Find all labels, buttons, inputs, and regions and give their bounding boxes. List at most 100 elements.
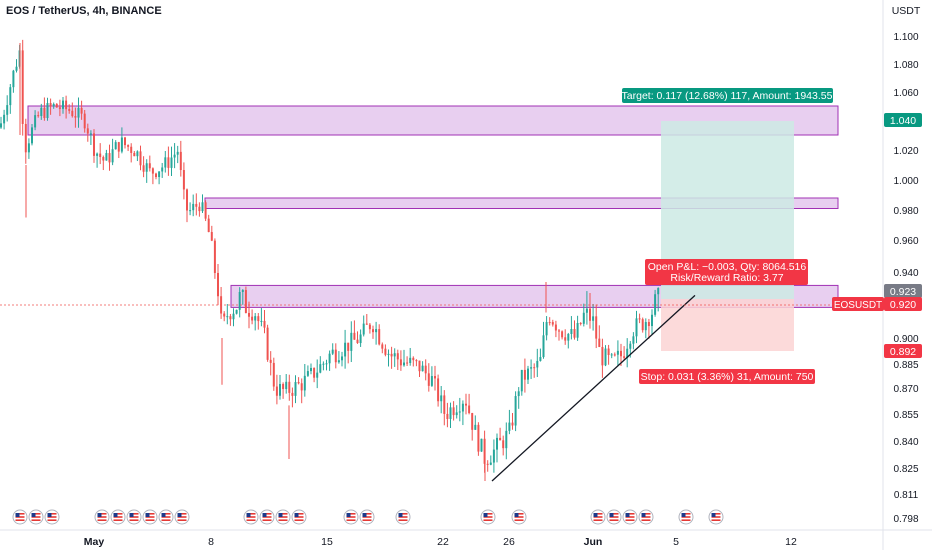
us-flag-event-icon[interactable] (678, 509, 694, 525)
candle-body (390, 353, 393, 357)
ascending-trendline[interactable] (491, 294, 696, 482)
candle-body (145, 163, 148, 172)
flag-stripe (113, 516, 123, 518)
candle-body (427, 373, 430, 386)
flag-stripe (609, 513, 619, 515)
candle-body (598, 338, 601, 347)
time-axis[interactable]: May 8 15 22 26 Jun 5 12 (84, 536, 797, 548)
candle-body (334, 349, 337, 363)
flag-stripe (625, 519, 635, 521)
flag-stripe (609, 516, 619, 518)
flag-stripe (593, 516, 603, 518)
candle-body (6, 105, 9, 115)
candle-body (511, 422, 514, 426)
candle-body (158, 171, 161, 178)
candle-body (306, 371, 309, 376)
stop-label[interactable]: Stop: 0.031 (3.36%) 31, Amount: 750 (639, 369, 815, 384)
flag-stripe (129, 513, 139, 515)
candle-body (21, 50, 24, 124)
candle-body (489, 462, 492, 465)
candle-body (248, 312, 250, 317)
candle-body (616, 350, 619, 355)
pnl-label-text: Open P&L: −0.003, Qty: 8064.516 (648, 261, 807, 273)
candle-body (635, 318, 638, 337)
candle-body (359, 334, 362, 344)
candle-body (124, 137, 126, 146)
candle-body (24, 123, 27, 153)
us-flag-event-icon[interactable] (142, 509, 158, 525)
price-axis[interactable]: USDT 1.100 1.080 1.060 1.020 1.000 0.980 0.960… (892, 5, 921, 525)
candle-body (77, 107, 80, 118)
us-flag-event-icon[interactable] (708, 509, 724, 525)
us-flag-event-icon[interactable] (359, 509, 375, 525)
candle-body (257, 316, 260, 322)
candle-body (362, 323, 365, 335)
candle-body (102, 157, 105, 161)
candle-body (133, 152, 136, 157)
candle-body (607, 348, 610, 355)
us-flag-event-icon[interactable] (28, 509, 44, 525)
candle-body (151, 168, 154, 174)
candle-body (477, 424, 480, 452)
candle-body (263, 320, 266, 328)
target-label-text: Target: 0.117 (12.68%) 117, Amount: 1943… (622, 90, 833, 102)
us-flag-event-icon[interactable] (606, 509, 622, 525)
candle-body (415, 360, 418, 362)
candle-body (375, 329, 378, 333)
flag-stripe (593, 519, 603, 521)
us-flag-event-icon[interactable] (44, 509, 60, 525)
candle-body (610, 354, 613, 356)
candle-body (412, 357, 415, 361)
candle-body (31, 127, 33, 144)
candle-body (34, 115, 37, 128)
flag-stripe (262, 513, 272, 515)
us-flag-event-icon[interactable] (275, 509, 291, 525)
candle-body (316, 372, 319, 378)
us-flag-event-icon[interactable] (511, 509, 527, 525)
flag-stripe (145, 519, 155, 521)
flag-stripe (97, 513, 107, 515)
flag-stripe (113, 519, 123, 521)
us-flag-event-icon[interactable] (343, 509, 359, 525)
us-flag-event-icon[interactable] (243, 509, 259, 525)
candle-body (564, 337, 567, 341)
candle-body (480, 438, 483, 452)
candle-body (241, 290, 244, 292)
us-flag-event-icon[interactable] (158, 509, 174, 525)
us-flag-event-icon[interactable] (259, 509, 275, 525)
candle-body (108, 153, 111, 163)
candle-body (37, 115, 40, 117)
flag-canton (625, 513, 630, 517)
chart-title: EOS / TetherUS, 4h, BINANCE (6, 5, 162, 17)
price-tick-label: 0.811 (894, 490, 919, 501)
flag-canton (711, 513, 716, 517)
us-flag-event-icon[interactable] (126, 509, 142, 525)
pnl-label[interactable]: Open P&L: −0.003, Qty: 8064.516 Risk/Rew… (645, 259, 808, 285)
us-flag-event-icon[interactable] (291, 509, 307, 525)
stop-loss-area[interactable] (661, 299, 794, 351)
stop-label-text: Stop: 0.031 (3.36%) 31, Amount: 750 (641, 371, 814, 383)
us-flag-event-icon[interactable] (590, 509, 606, 525)
economic-event-flags[interactable] (12, 509, 724, 525)
us-flag-event-icon[interactable] (94, 509, 110, 525)
us-flag-event-icon[interactable] (12, 509, 28, 525)
flag-stripe (398, 519, 408, 521)
us-flag-event-icon[interactable] (395, 509, 411, 525)
us-flag-event-icon[interactable] (174, 509, 190, 525)
candle-body (384, 348, 387, 355)
us-flag-event-icon[interactable] (480, 509, 496, 525)
price-tick-label: 0.940 (893, 268, 918, 279)
candle-body (452, 407, 455, 416)
target-label[interactable]: Target: 0.117 (12.68%) 117, Amount: 1943… (622, 88, 833, 103)
us-flag-event-icon[interactable] (110, 509, 126, 525)
us-flag-event-icon[interactable] (638, 509, 654, 525)
flag-canton (398, 513, 403, 517)
flag-stripe (262, 519, 272, 521)
flag-stripe (641, 519, 651, 521)
us-flag-event-icon[interactable] (622, 509, 638, 525)
flag-stripe (362, 519, 372, 521)
candle-body (254, 316, 257, 321)
flag-stripe (129, 519, 139, 521)
flag-stripe (362, 516, 372, 518)
